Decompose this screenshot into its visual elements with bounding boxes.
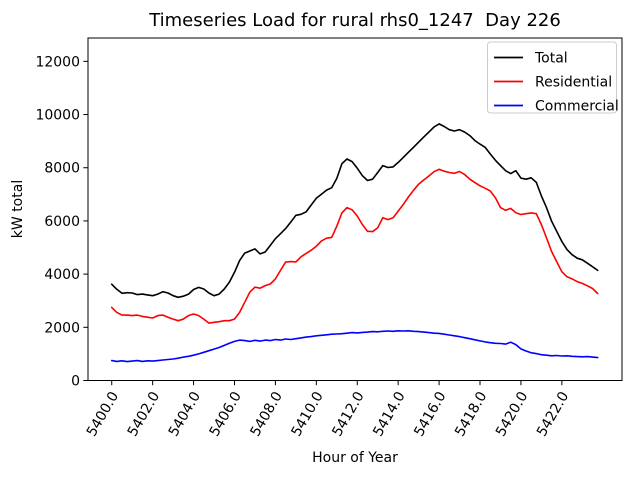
legend: Total Residential Commercial (487, 41, 619, 115)
x-tick-label: 5420.0 (493, 389, 531, 439)
x-tick-label: 5406.0 (207, 389, 245, 439)
x-tick-label: 5422.0 (534, 389, 572, 439)
x-tick-label: 5414.0 (370, 389, 408, 439)
legend-label-residential: Residential (535, 75, 612, 91)
series-lines (110, 123, 599, 363)
y-axis-ticks: 0 2000 4000 6000 8000 10000 12000 (35, 54, 88, 390)
x-axis-label: Hour of Year (312, 450, 398, 466)
series-line-total (110, 123, 599, 299)
x-tick-label: 5416.0 (411, 389, 449, 439)
x-tick-label: 5418.0 (452, 389, 490, 439)
y-tick-label: 2000 (44, 320, 80, 336)
x-tick-label: 5408.0 (248, 389, 286, 439)
y-tick-label: 4000 (44, 267, 80, 283)
x-tick-label: 5404.0 (166, 389, 204, 439)
y-tick-label: 12000 (35, 54, 80, 70)
y-tick-label: 10000 (35, 108, 80, 124)
legend-label-commercial: Commercial (535, 99, 619, 115)
series-line-residential (110, 168, 599, 324)
legend-label-total: Total (534, 51, 568, 67)
y-tick-label: 0 (71, 374, 80, 390)
chart-title: Timeseries Load for rural rhs0_1247 Day … (148, 10, 561, 31)
x-tick-label: 5412.0 (329, 389, 367, 439)
x-tick-label: 5410.0 (288, 389, 326, 439)
y-tick-label: 8000 (44, 161, 80, 177)
plot-area (87, 37, 623, 381)
x-tick-label: 5402.0 (125, 389, 163, 439)
series-line-commercial (110, 329, 599, 363)
y-axis-label: kW total (10, 180, 26, 238)
x-axis-ticks: 5400.0 5402.0 5404.0 5406.0 5408.0 5410.0 5412… (84, 380, 572, 439)
x-tick-label: 5400.0 (84, 389, 122, 439)
y-tick-label: 6000 (44, 214, 80, 230)
legend-box (487, 41, 617, 114)
